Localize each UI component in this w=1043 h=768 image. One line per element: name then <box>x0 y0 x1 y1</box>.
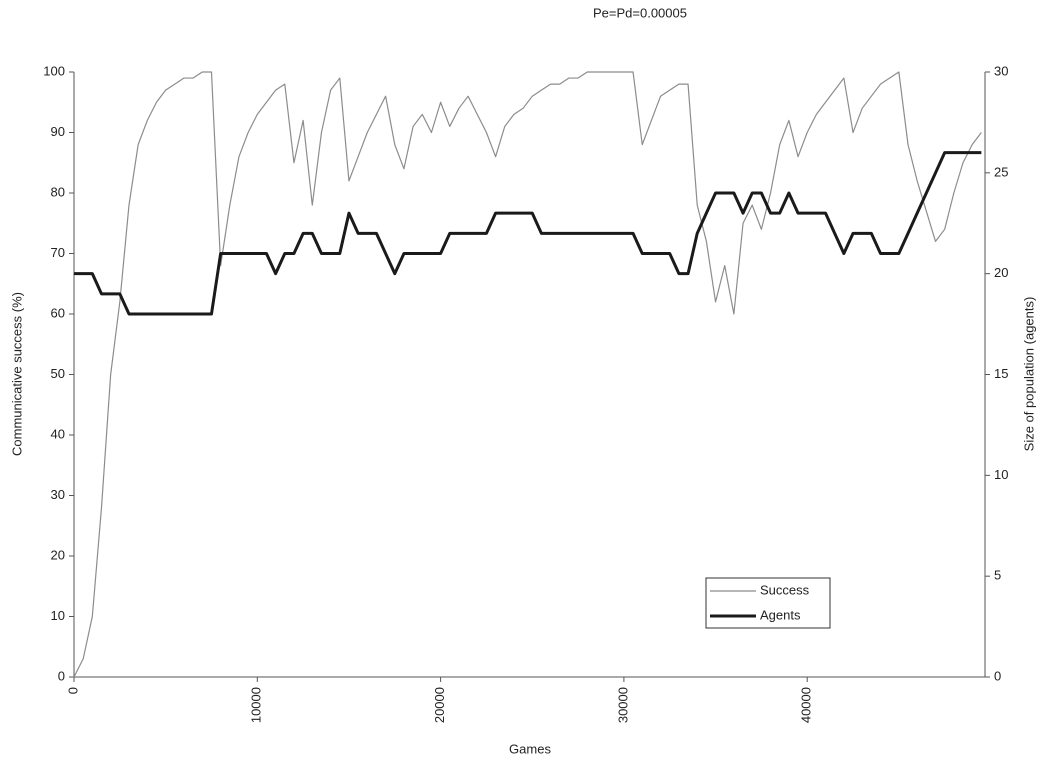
legend-label: Success <box>760 582 810 597</box>
y2-tick-label: 25 <box>994 164 1008 179</box>
y2-tick-label: 5 <box>994 568 1001 583</box>
y-tick-label: 90 <box>51 124 65 139</box>
x-tick-label: 30000 <box>615 687 630 723</box>
y-tick-label: 0 <box>58 668 65 683</box>
y2-tick-label: 15 <box>994 366 1008 381</box>
y2-tick-label: 20 <box>994 265 1008 280</box>
x-tick-label: 10000 <box>249 687 264 723</box>
y-tick-label: 100 <box>43 63 65 78</box>
y-tick-label: 20 <box>51 547 65 562</box>
x-axis-label: Games <box>509 741 551 756</box>
y2-tick-label: 0 <box>994 668 1001 683</box>
legend-label: Agents <box>760 607 801 622</box>
legend-box <box>705 577 831 629</box>
y-tick-label: 80 <box>51 184 65 199</box>
y-tick-label: 70 <box>51 245 65 260</box>
y-tick-label: 30 <box>51 487 65 502</box>
y-tick-label: 40 <box>51 426 65 441</box>
x-tick-label: 20000 <box>432 687 447 723</box>
y2-axis-label: Size of population (agents) <box>1021 297 1036 452</box>
x-tick-label: 40000 <box>799 687 814 723</box>
y-tick-label: 60 <box>51 305 65 320</box>
y-axis-label: Communicative success (%) <box>9 292 24 456</box>
y2-tick-label: 30 <box>994 63 1008 78</box>
x-tick-label: 0 <box>65 687 80 694</box>
series-line <box>73 71 982 678</box>
y2-tick-label: 10 <box>994 467 1008 482</box>
chart-title: Pe=Pd=0.00005 <box>593 5 687 20</box>
series-line <box>74 151 982 316</box>
y-tick-label: 10 <box>51 608 65 623</box>
y-tick-label: 50 <box>51 366 65 381</box>
